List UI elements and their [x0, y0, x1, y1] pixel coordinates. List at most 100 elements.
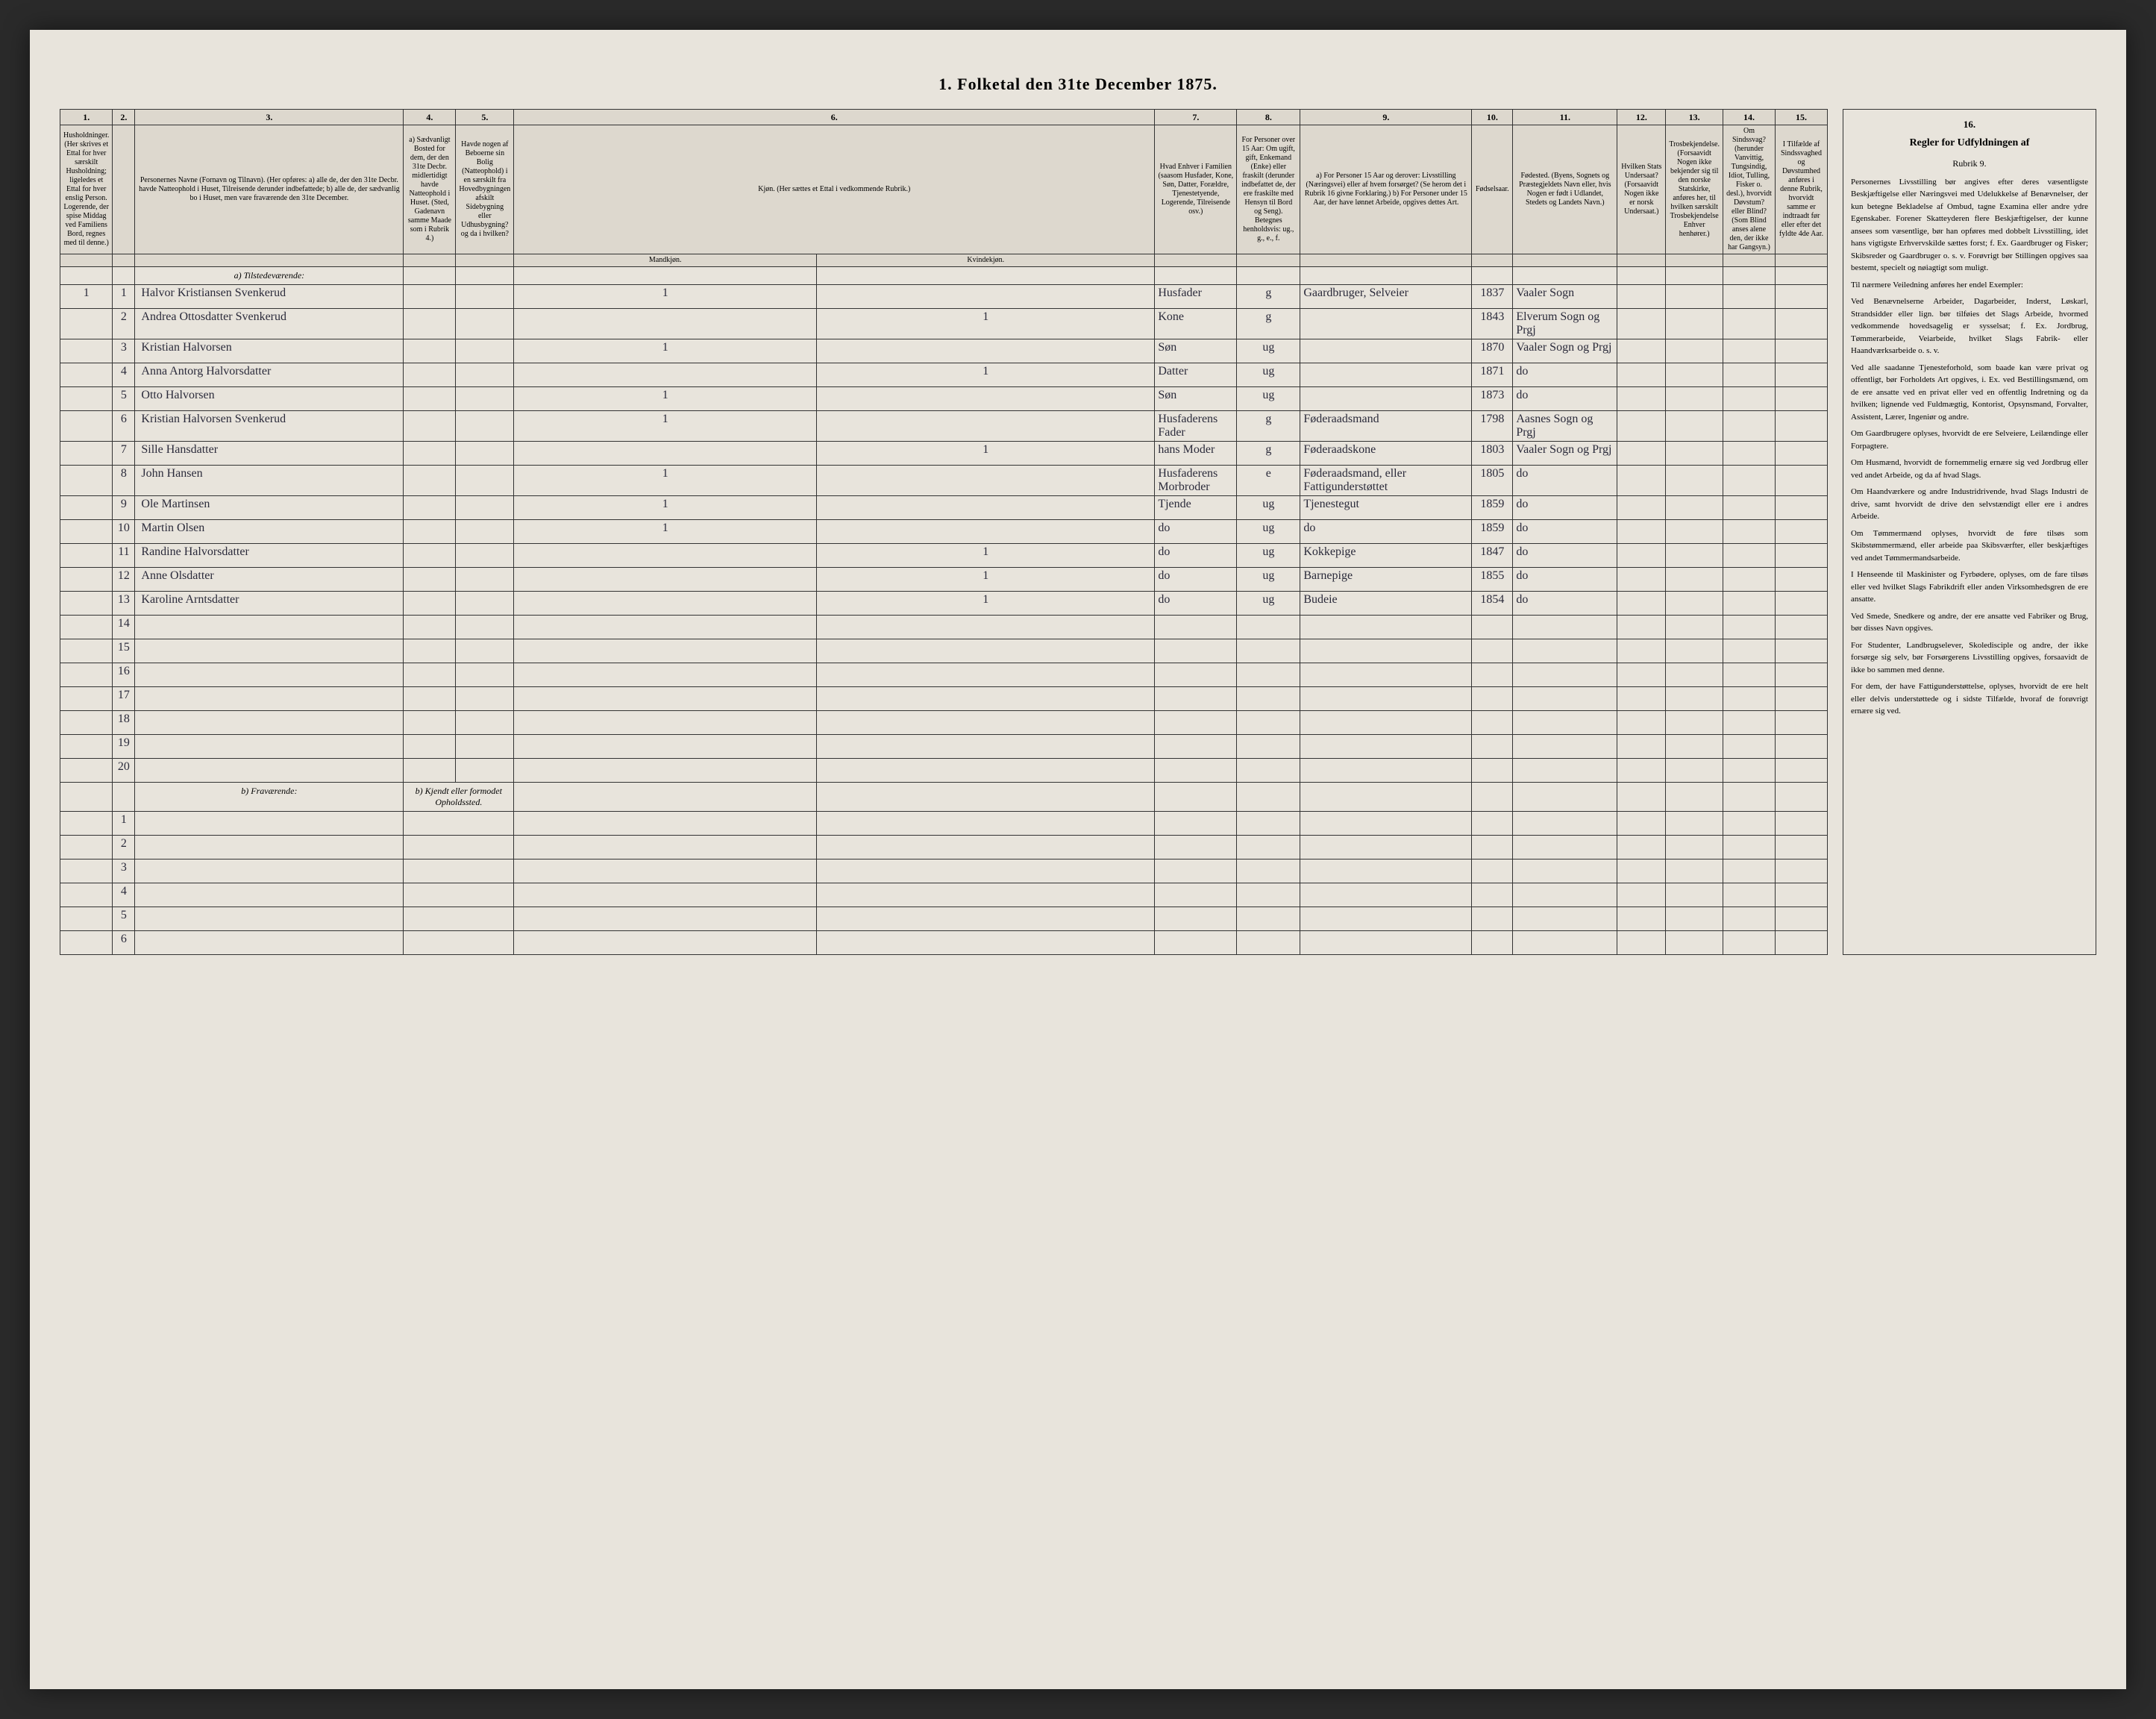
row-c5 [456, 363, 514, 387]
row-c15 [1776, 812, 1828, 836]
rules-paragraph: I Henseende til Maskinister og Fyrbødere… [1851, 569, 2088, 606]
row-male [514, 687, 817, 711]
row-male [514, 639, 817, 663]
row-c12 [1617, 592, 1666, 616]
row-status: ug [1237, 387, 1300, 411]
row-male: 1 [514, 387, 817, 411]
row-c15 [1776, 411, 1828, 442]
row-hh: 1 [60, 285, 113, 309]
row-male [514, 592, 817, 616]
row-relation: Datter [1155, 363, 1237, 387]
row-birthplace: do [1513, 568, 1617, 592]
row-c5 [456, 663, 514, 687]
row-num: 9 [113, 496, 135, 520]
row-name: John Hansen [135, 466, 404, 496]
row-birthplace: Vaaler Sogn og Prgj [1513, 339, 1617, 363]
row-birthplace: Vaaler Sogn og Prgj [1513, 442, 1617, 466]
row-hh [60, 387, 113, 411]
row-relation: do [1155, 520, 1237, 544]
row-occupation [1300, 663, 1472, 687]
table-row: 4Anna Antorg Halvorsdatter1Datterug1871d… [60, 363, 1828, 387]
hdr-14: Om Sindssvag? (herunder Vanvittig, Tungs… [1723, 125, 1776, 254]
row-c15 [1776, 496, 1828, 520]
row-c5 [456, 309, 514, 339]
row-c4 [404, 544, 456, 568]
row-num: 10 [113, 520, 135, 544]
row-c5 [456, 544, 514, 568]
row-num: 5 [113, 387, 135, 411]
row-name: Kristian Halvorsen Svenkerud [135, 411, 404, 442]
row-c12 [1617, 759, 1666, 783]
row-num: 15 [113, 639, 135, 663]
row-c5 [456, 496, 514, 520]
row-status [1237, 616, 1300, 639]
table-row: 5Otto Halvorsen1Sønug1873do [60, 387, 1828, 411]
row-c15 [1776, 442, 1828, 466]
row-year [1472, 759, 1513, 783]
row-c14 [1723, 711, 1776, 735]
row-occupation [1300, 687, 1472, 711]
row-male [514, 735, 817, 759]
row-c15 [1776, 363, 1828, 387]
present-rows: a) Tilstedeværende: 11Halvor Kristiansen… [60, 267, 1828, 783]
hdr-3: Personernes Navne (Fornavn og Tilnavn). … [135, 125, 404, 254]
row-status [1237, 639, 1300, 663]
row-c15 [1776, 387, 1828, 411]
row-c14 [1723, 411, 1776, 442]
row-birthplace: do [1513, 592, 1617, 616]
row-c15 [1776, 520, 1828, 544]
row-num: 8 [113, 466, 135, 496]
row-hh [60, 520, 113, 544]
table-row: 3Kristian Halvorsen1Sønug1870Vaaler Sogn… [60, 339, 1828, 363]
row-occupation: Føderaadsmand, eller Fattigunderstøttet [1300, 466, 1472, 496]
row-c12 [1617, 387, 1666, 411]
row-hh [60, 836, 113, 860]
row-c4 [404, 568, 456, 592]
row-c15 [1776, 339, 1828, 363]
table-row: 13Karoline Arntsdatter1dougBudeie1854do [60, 592, 1828, 616]
row-c14 [1723, 544, 1776, 568]
row-c15 [1776, 466, 1828, 496]
row-hh [60, 339, 113, 363]
row-occupation [1300, 759, 1472, 783]
row-c13 [1666, 931, 1723, 955]
row-male: 1 [514, 285, 817, 309]
row-c13 [1666, 363, 1723, 387]
hdr-13: Trosbekjendelse. (Forsaavidt Nogen ikke … [1666, 125, 1723, 254]
row-birthplace: do [1513, 466, 1617, 496]
row-num: 5 [113, 907, 135, 931]
row-year: 1803 [1472, 442, 1513, 466]
row-c5 [456, 687, 514, 711]
table-row: 12Anne Olsdatter1dougBarnepige1855do [60, 568, 1828, 592]
row-c12 [1617, 735, 1666, 759]
colnum-12: 12. [1617, 110, 1666, 125]
header-row: Husholdninger. (Her skrives et Ettal for… [60, 125, 1828, 254]
row-c14 [1723, 759, 1776, 783]
row-status [1237, 931, 1300, 955]
rules-colnum: 16. [1851, 117, 2088, 132]
row-num: 17 [113, 687, 135, 711]
hdr-5: Havde nogen af Beboerne sin Bolig (Natte… [456, 125, 514, 254]
table-row: 17 [60, 687, 1828, 711]
row-occupation [1300, 836, 1472, 860]
row-male [514, 363, 817, 387]
row-female [817, 285, 1155, 309]
row-female: 1 [817, 544, 1155, 568]
row-c15 [1776, 285, 1828, 309]
row-relation [1155, 860, 1237, 883]
colnum-8: 8. [1237, 110, 1300, 125]
row-year: 1859 [1472, 520, 1513, 544]
row-male [514, 309, 817, 339]
row-name: Ole Martinsen [135, 496, 404, 520]
row-birthplace: Vaaler Sogn [1513, 285, 1617, 309]
rules-body: Personernes Livsstilling bør angives eft… [1851, 176, 2088, 718]
row-female [817, 663, 1155, 687]
row-c14 [1723, 363, 1776, 387]
row-relation: Husfaderens Fader [1155, 411, 1237, 442]
row-year [1472, 812, 1513, 836]
row-male [514, 544, 817, 568]
row-male [514, 616, 817, 639]
rules-paragraph: Til nærmere Veiledning anføres her endel… [1851, 279, 2088, 292]
row-c12 [1617, 520, 1666, 544]
row-birthplace: do [1513, 544, 1617, 568]
